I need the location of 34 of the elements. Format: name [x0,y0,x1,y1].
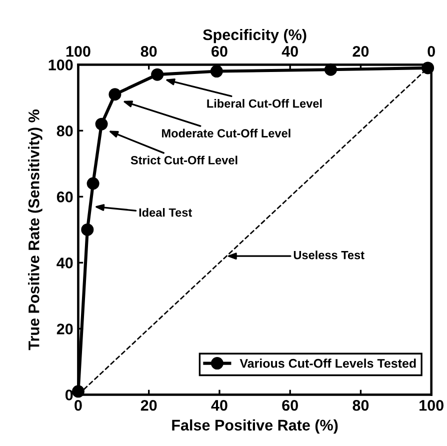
point [81,223,94,236]
annotation: Useless Test [294,250,364,260]
y-tick-label: 60 [56,192,73,202]
x2-tick-label: 40 [282,46,298,57]
y-tick-label: 0 [65,390,73,400]
x2-tick-label: 100 [66,46,90,57]
y-tick-label: 20 [56,324,73,334]
point [210,65,223,78]
x2-tick-label: 80 [140,46,157,57]
x-tick-label: 0 [74,400,82,411]
point [151,68,164,81]
x-tick-label: 40 [211,400,228,411]
annotation: Liberal Cut-Off Level [207,99,322,108]
y-tick-label: 40 [56,258,73,268]
x-axis-title: False Positive Rate (%) [172,419,338,434]
y-tick-label: 100 [48,60,73,70]
point [324,63,337,76]
legend-label: Various Cut-Off Levels Tested [240,358,416,368]
x2-axis-title: Specificity (%) [203,28,306,44]
x-tick-label: 20 [140,400,157,411]
x-tick-label: 60 [282,400,298,411]
x2-tick-label: 60 [212,46,228,57]
point [86,177,100,190]
annotation: Ideal Test [139,208,192,217]
annotation: Strict Cut-Off Level [130,156,238,164]
x2-tick-label: 0 [428,46,435,57]
x-tick-label: 100 [420,400,444,411]
point [95,118,108,130]
annotation: Moderate Cut-Off Level [162,128,290,138]
point [108,88,122,101]
x2-tick-label: 20 [352,46,369,57]
y-tick-label: 80 [56,126,73,136]
y-axis-title: True Positive Rate (Sensitivity) % [28,110,42,350]
x-tick-label: 80 [352,400,369,411]
